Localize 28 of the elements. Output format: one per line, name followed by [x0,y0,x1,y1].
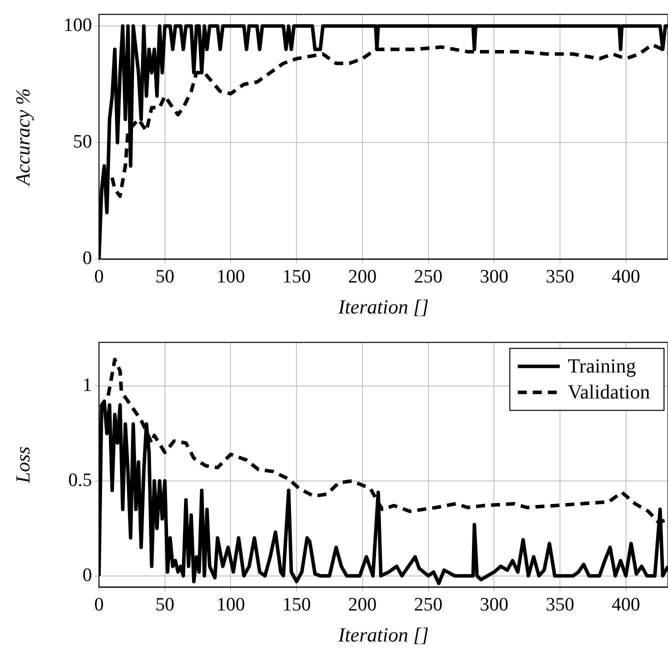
x-tick-label: 300 [480,594,508,616]
y-tick-label: 1 [82,375,92,396]
x-axis-title: Iteration [] [337,624,429,646]
x-tick-label: 250 [414,594,443,616]
x-tick-label: 200 [348,594,377,616]
y-axis-title: Loss [12,446,34,484]
x-tick-label: 100 [216,594,245,616]
y-axis-title: Accuracy % [12,88,34,188]
y-tick-label: 100 [64,15,92,36]
x-tick-label: 50 [155,594,174,616]
x-tick-label: 350 [546,266,574,288]
y-tick-label: 0 [82,248,92,270]
x-tick-label: 300 [480,266,508,288]
x-tick-label: 400 [612,594,640,616]
x-tick-label: 400 [612,266,640,288]
y-tick-label: 0.5 [68,470,92,491]
x-tick-label: 100 [216,266,245,288]
x-tick-label: 250 [414,266,443,288]
y-tick-label: 0 [82,564,92,586]
x-tick-label: 350 [546,594,574,616]
x-axis-title: Iteration [] [337,296,429,318]
y-tick-label: 50 [73,132,92,153]
legend-label: Validation [568,382,650,404]
legend-label: Training [568,356,636,378]
x-tick-label: 50 [155,266,174,288]
x-tick-label: 150 [282,594,311,616]
x-tick-label: 150 [282,266,311,288]
x-tick-label: 200 [348,266,377,288]
